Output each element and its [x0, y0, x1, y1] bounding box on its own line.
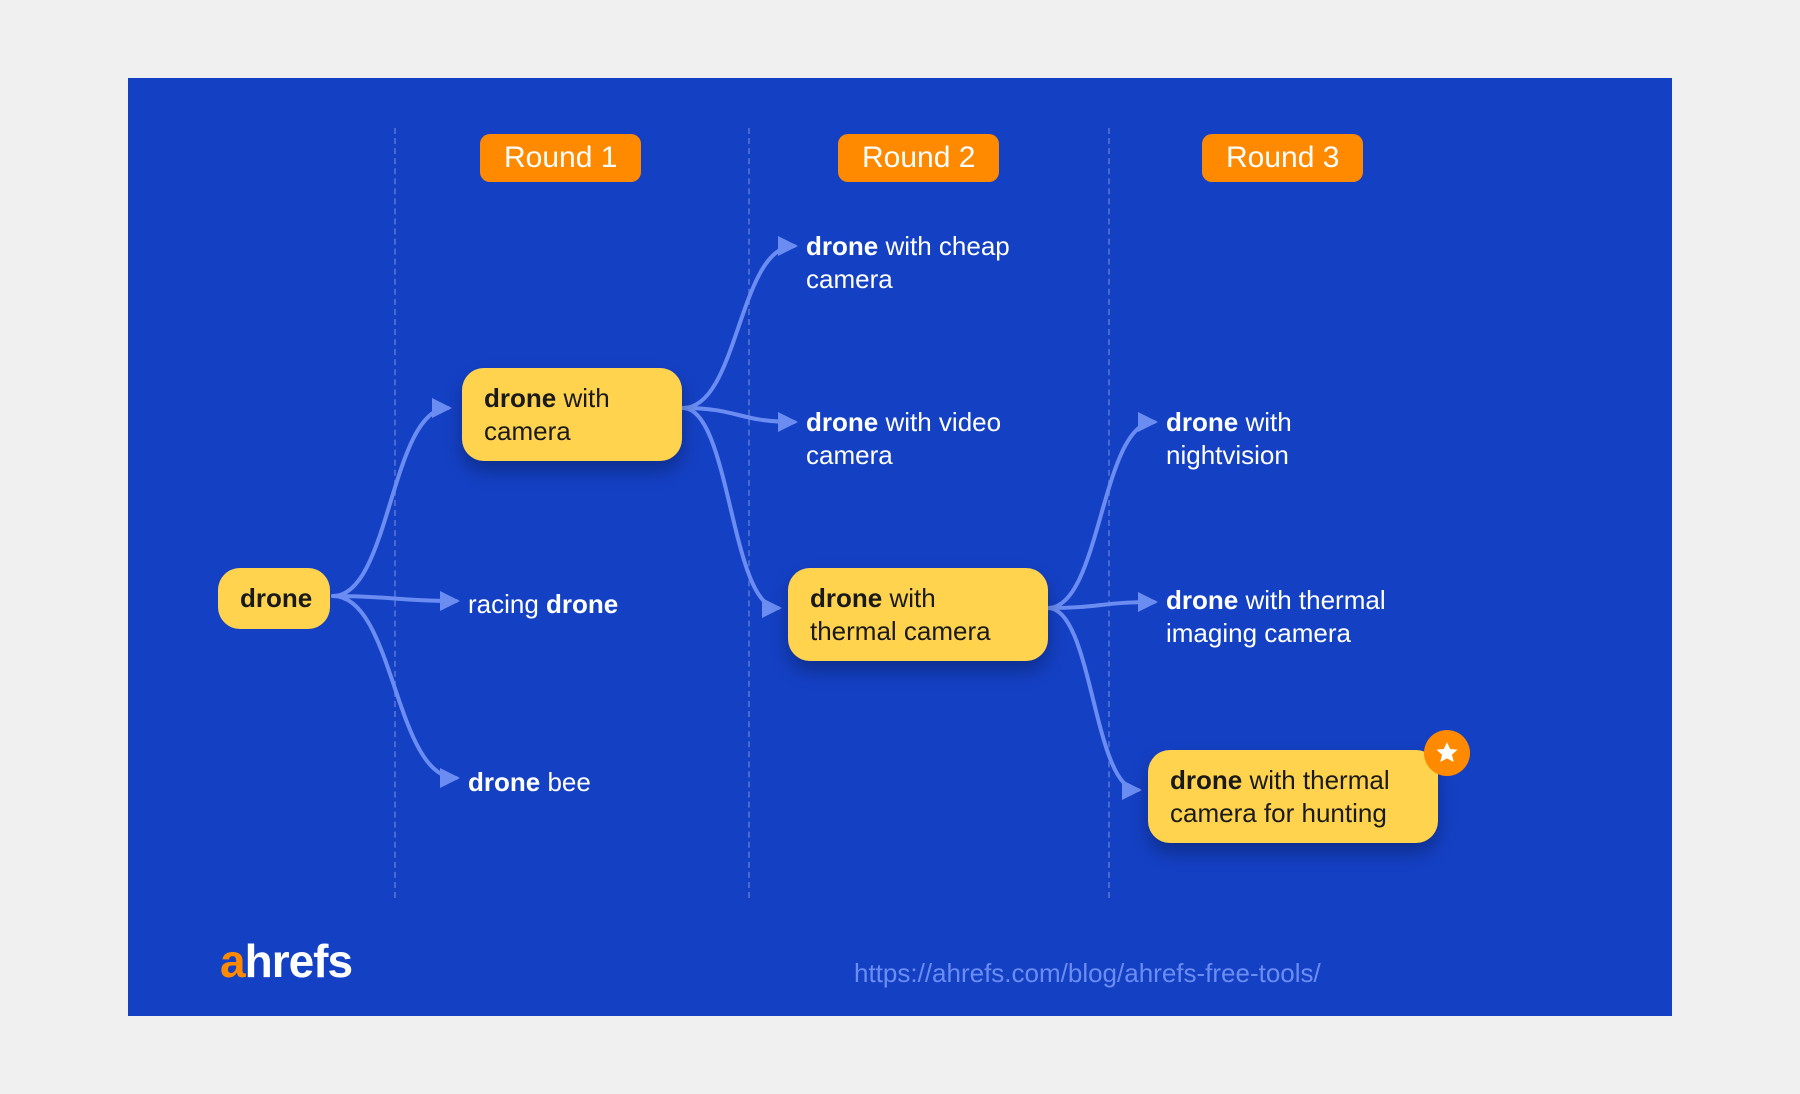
column-divider [394, 128, 396, 898]
tree-edge [333, 408, 448, 596]
footer-url: https://ahrefs.com/blog/ahrefs-free-tool… [854, 958, 1321, 989]
tree-node-pill: drone with camera [462, 368, 682, 461]
edge-layer [128, 78, 1672, 1016]
tree-node-text: drone bee [468, 766, 591, 799]
column-divider [1108, 128, 1110, 898]
tree-node-text: drone with nightvision [1166, 406, 1416, 471]
tree-edge [1048, 602, 1154, 608]
tree-node-pill: drone [218, 568, 330, 629]
round-label: Round 2 [838, 134, 999, 182]
tree-edge [1048, 422, 1154, 608]
tree-node-text: racing drone [468, 588, 618, 621]
star-icon [1424, 730, 1470, 776]
column-divider [748, 128, 750, 898]
ahrefs-logo: ahrefs [220, 934, 352, 988]
tree-node-pill: drone with thermal camera for hunting [1148, 750, 1438, 843]
tree-edge [1048, 608, 1138, 790]
tree-node-pill: drone with thermal camera [788, 568, 1048, 661]
tree-edge [683, 246, 794, 408]
tree-edge [683, 408, 794, 422]
tree-node-text: drone with cheap camera [806, 230, 1056, 295]
round-label: Round 1 [480, 134, 641, 182]
tree-node-text: drone with thermal imaging camera [1166, 584, 1436, 649]
tree-node-text: drone with video camera [806, 406, 1056, 471]
tree-edge [683, 408, 778, 608]
diagram-canvas: Round 1 Round 2 Round 3 drone drone with cam… [128, 78, 1672, 1016]
round-label: Round 3 [1202, 134, 1363, 182]
